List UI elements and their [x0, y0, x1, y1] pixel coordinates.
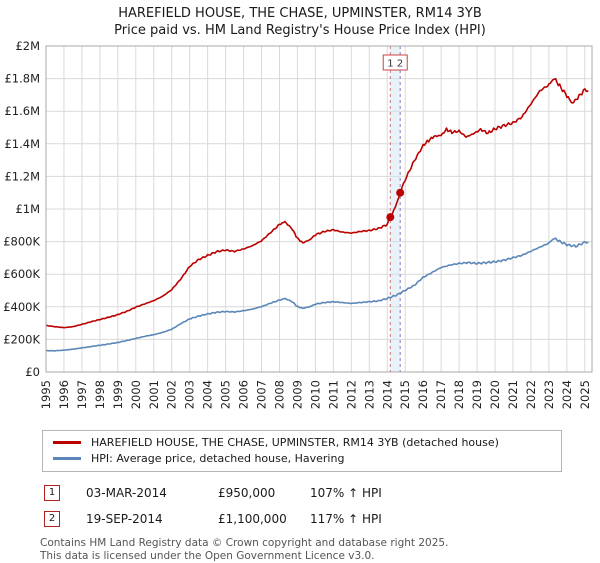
x-tick-label: 2019	[470, 380, 484, 409]
legend: HAREFIELD HOUSE, THE CHASE, UPMINSTER, R…	[42, 429, 562, 472]
x-tick-label: 1995	[39, 380, 53, 409]
chart-title: HAREFIELD HOUSE, THE CHASE, UPMINSTER, R…	[0, 0, 600, 40]
x-tick-label: 2024	[560, 380, 574, 409]
x-tick-label: 1996	[57, 380, 71, 409]
sale-number-badge: 1	[44, 484, 60, 501]
x-tick-label: 2008	[272, 380, 286, 409]
x-tick-label: 2013	[362, 380, 376, 409]
sale-hpi-delta: 117% ↑ HPI	[310, 511, 382, 526]
x-tick-label: 2001	[147, 380, 161, 409]
x-tick-label: 1998	[93, 380, 107, 409]
y-tick-label: £0	[25, 365, 40, 379]
x-tick-label: 2011	[326, 380, 340, 409]
x-tick-label: 1999	[111, 380, 125, 409]
y-tick-label: £400K	[3, 300, 40, 314]
x-tick-label: 2015	[398, 380, 412, 409]
y-tick-label: £2M	[15, 40, 40, 53]
x-tick-label: 2016	[416, 380, 430, 409]
x-tick-label: 2004	[201, 380, 215, 409]
sale-date: 19-SEP-2014	[86, 511, 163, 526]
y-tick-label: £1.4M	[4, 137, 40, 151]
x-tick-label: 2023	[542, 380, 556, 409]
sale-number-badge: 2	[44, 510, 60, 527]
sale-marker-2	[396, 188, 405, 197]
y-tick-label: £800K	[3, 234, 40, 248]
x-tick-label: 2006	[237, 380, 251, 409]
x-tick-label: 2025	[578, 380, 592, 409]
x-tick-label: 2010	[308, 380, 322, 409]
license-footer: Contains HM Land Registry data © Crown c…	[40, 537, 600, 563]
sale-marker-1	[386, 212, 395, 221]
legend-item-hpi: HPI: Average price, detached house, Have…	[53, 451, 551, 467]
x-tick-label: 2017	[434, 380, 448, 409]
footer-line2: This data is licensed under the Open Gov…	[40, 549, 375, 562]
x-tick-label: 2021	[506, 380, 520, 409]
y-tick-label: £1M	[15, 202, 40, 216]
price-chart: 1 2 £0 £200K £400K £600K £800K £1M £1.2M £1.4M £1…	[0, 39, 600, 428]
x-tick-label: 1997	[75, 380, 89, 409]
sale-date: 03-MAR-2014	[86, 485, 167, 500]
x-tick-label: 2002	[165, 380, 179, 409]
x-tick-label: 2012	[344, 380, 358, 409]
y-tick-label: £200K	[3, 332, 40, 346]
price-chart-svg: 1 2 £0 £200K £400K £600K £800K £1M £1.2M £1.4M £1…	[3, 39, 593, 409]
y-tick-label: £1.6M	[4, 104, 40, 118]
chart-title-line2: Price paid vs. HM Land Registry's House …	[114, 22, 486, 38]
sale-hpi-delta: 107% ↑ HPI	[310, 485, 382, 500]
y-tick-label: £600K	[3, 267, 40, 281]
hpi-line-swatch	[53, 457, 81, 461]
x-tick-label: 2020	[488, 380, 502, 409]
x-tick-label: 2000	[129, 380, 143, 409]
x-tick-label: 2009	[290, 380, 304, 409]
chart-title-line1: HAREFIELD HOUSE, THE CHASE, UPMINSTER, R…	[118, 6, 482, 21]
sale-row-2: 2 19-SEP-2014 £1,100,000 117% ↑ HPI	[44, 510, 600, 527]
y-tick-label: £1.2M	[4, 169, 40, 183]
sale-annotations: 1 03-MAR-2014 £950,000 107% ↑ HPI 2 19-S…	[44, 484, 600, 527]
sale-price: £950,000	[218, 485, 276, 500]
price-paid-line-swatch	[53, 441, 81, 445]
x-tick-label: 2018	[452, 380, 466, 409]
x-tick-label: 2022	[524, 380, 538, 409]
sale-price: £1,100,000	[218, 511, 287, 526]
y-tick-label: £1.8M	[4, 71, 40, 85]
legend-label: HAREFIELD HOUSE, THE CHASE, UPMINSTER, R…	[91, 436, 499, 450]
x-tick-label: 2005	[219, 380, 233, 409]
x-tick-label: 2014	[380, 380, 394, 409]
sale-numbers-box	[382, 54, 408, 71]
x-tick-label: 2007	[255, 380, 269, 409]
hpi-line	[46, 237, 589, 352]
sale-row-1: 1 03-MAR-2014 £950,000 107% ↑ HPI	[44, 484, 600, 501]
x-tick-label: 2003	[183, 380, 197, 409]
price-paid-line	[45, 77, 589, 329]
sale-period-band	[390, 45, 401, 372]
sale-numbers-label: 1 2	[387, 58, 403, 69]
footer-line1: Contains HM Land Registry data © Crown c…	[40, 536, 449, 549]
legend-label: HPI: Average price, detached house, Have…	[91, 452, 345, 466]
legend-item-price-paid: HAREFIELD HOUSE, THE CHASE, UPMINSTER, R…	[53, 435, 551, 451]
